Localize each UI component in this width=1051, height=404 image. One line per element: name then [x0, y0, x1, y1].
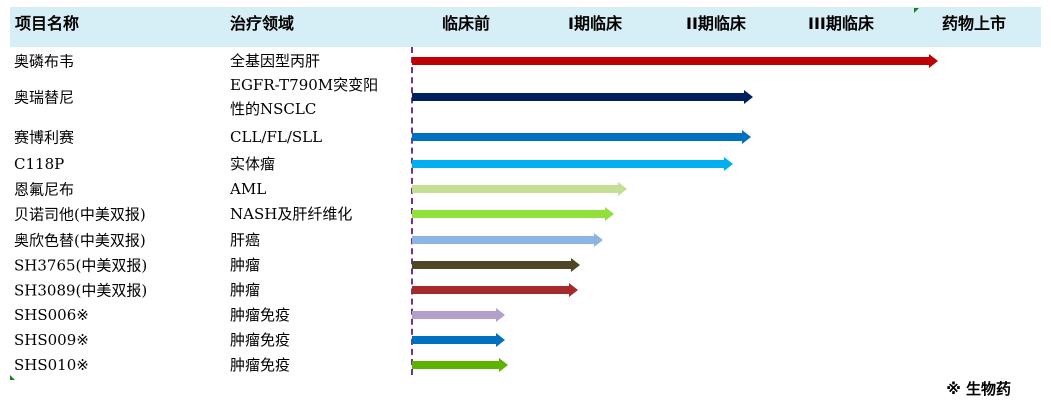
header-phase-2: II期临床 [686, 14, 746, 33]
therapeutic-area: 肿瘤免疫 [230, 331, 291, 349]
project-name: 奥欣色替(中美双报) [14, 231, 146, 250]
therapeutic-area: 肿瘤免疫 [230, 306, 291, 324]
therapeutic-area: 肿瘤 [230, 281, 261, 299]
progress-arrow [412, 358, 508, 372]
progress-arrow [412, 333, 506, 347]
project-name: SHS010※ [14, 356, 89, 374]
arrow-head-icon [929, 54, 939, 68]
therapeutic-area: AML [230, 180, 267, 198]
project-name: 奥瑞替尼 [14, 88, 75, 107]
arrow-head-icon [724, 157, 734, 171]
project-name: 贝诺司他(中美双报) [14, 205, 146, 224]
therapeutic-area: 肿瘤 [230, 256, 261, 274]
arrow-head-icon [605, 207, 615, 221]
corner-marker [10, 375, 15, 380]
arrow-head-icon [496, 308, 506, 322]
progress-arrow [412, 54, 939, 68]
progress-arrow [412, 233, 603, 247]
project-name: SH3089(中美双报) [14, 281, 148, 300]
project-name: SHS009※ [14, 331, 89, 349]
progress-arrow [412, 130, 751, 144]
therapeutic-area: 肿瘤免疫 [230, 356, 291, 374]
project-name: C118P [14, 155, 65, 173]
progress-arrow [412, 308, 506, 322]
arrow-head-icon [617, 182, 627, 196]
therapeutic-area: 全基因型丙肝 [230, 52, 321, 70]
project-name: SHS006※ [14, 306, 89, 324]
arrow-head-icon [571, 258, 581, 272]
progress-arrow [412, 157, 734, 171]
legend-biologic: ※ 生物药 [946, 380, 1011, 398]
progress-arrow [412, 283, 578, 297]
progress-arrow [412, 182, 627, 196]
arrow-head-icon [741, 130, 751, 144]
project-name: SH3765(中美双报) [14, 256, 148, 275]
therapeutic-area-line: 性的NSCLC [230, 100, 317, 118]
progress-arrow [412, 258, 581, 272]
arrow-head-icon [568, 283, 578, 297]
project-name: 恩氟尼布 [14, 180, 75, 199]
project-name: 奥磷布韦 [14, 52, 75, 71]
project-name: 赛博利赛 [14, 128, 75, 147]
header-phase-preclinical: 临床前 [442, 14, 491, 33]
therapeutic-area: 肝癌 [230, 231, 261, 249]
table-header: 项目名称 治疗领域 临床前 I期临床 II期临床 III期临床 药物上市 [10, 7, 1041, 47]
therapeutic-area: NASH及肝纤维化 [230, 205, 353, 223]
header-project-name: 项目名称 [15, 14, 80, 33]
arrow-head-icon [498, 358, 508, 372]
header-phase-3: III期临床 [808, 14, 874, 33]
progress-arrow [412, 90, 753, 104]
arrow-head-icon [743, 90, 753, 104]
header-marketed: 药物上市 [942, 14, 1007, 33]
arrow-head-icon [593, 233, 603, 247]
header-phase-1: I期临床 [568, 14, 622, 33]
arrow-head-icon [496, 333, 506, 347]
therapeutic-area: EGFR-T790M突变阳 性的NSCLC [230, 73, 378, 121]
corner-marker [914, 8, 919, 13]
therapeutic-area: 实体瘤 [230, 155, 276, 173]
progress-arrow [412, 207, 615, 221]
header-therapeutic-area: 治疗领域 [230, 14, 295, 33]
therapeutic-area-line: EGFR-T790M突变阳 [230, 76, 379, 94]
therapeutic-area: CLL/FL/SLL [230, 128, 323, 146]
